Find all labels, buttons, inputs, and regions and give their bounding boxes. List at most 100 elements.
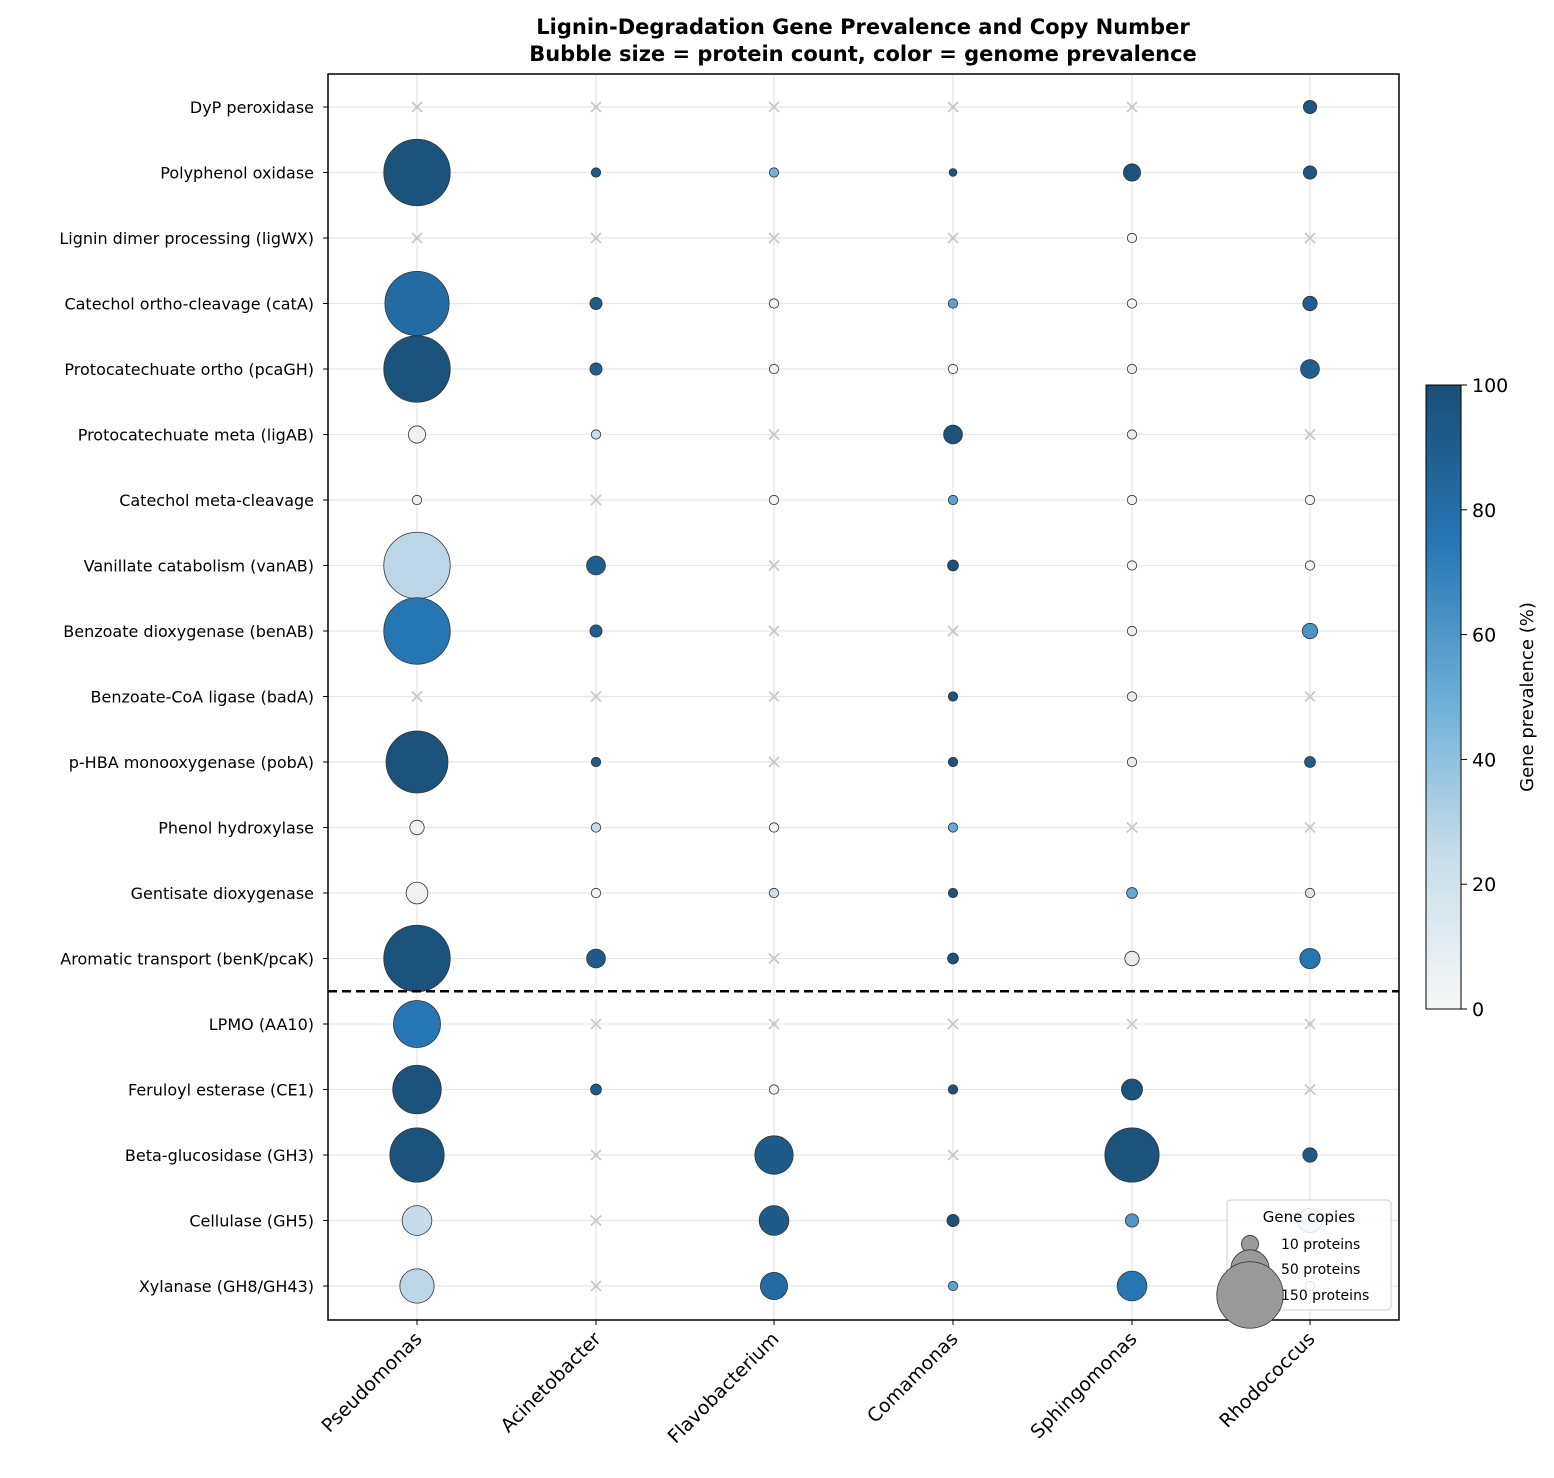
data-bubble: [1300, 359, 1320, 379]
colorbar-tick-label: 60: [1472, 625, 1496, 647]
data-markers: [383, 99, 1323, 1304]
absent-marker: [590, 1149, 602, 1161]
absent-marker: [1126, 821, 1138, 834]
absent-marker: [947, 1018, 959, 1030]
colorbar-tick-label: 0: [1472, 999, 1484, 1021]
data-bubble: [590, 429, 602, 440]
absent-marker: [1304, 1018, 1316, 1030]
data-bubble: [947, 756, 959, 768]
data-bubble: [1302, 1147, 1318, 1163]
absent-marker: [590, 494, 602, 506]
absent-marker: [590, 1214, 602, 1227]
y-tick-label: Xylanase (GH8/GH43): [139, 1277, 314, 1296]
data-bubble: [947, 691, 959, 702]
absent-marker: [947, 625, 959, 637]
absent-marker: [768, 1018, 780, 1030]
data-bubble: [1302, 165, 1318, 180]
data-bubble: [947, 1084, 959, 1095]
y-tick-label: Phenol hydroxylase: [158, 819, 314, 838]
data-bubble: [409, 819, 425, 836]
data-bubble: [1301, 622, 1319, 640]
data-bubble: [1121, 1078, 1143, 1101]
legend-title: Gene copies: [1263, 1208, 1356, 1226]
absent-marker: [590, 232, 602, 244]
data-bubble: [947, 952, 959, 965]
data-bubble: [947, 887, 959, 899]
absent-marker: [1304, 690, 1316, 703]
x-tick-label: Flavobacterium: [664, 1328, 784, 1448]
x-tick-label: Acinetobacter: [496, 1328, 605, 1437]
data-bubble: [384, 270, 450, 337]
absent-marker: [1304, 232, 1316, 244]
data-bubble: [947, 298, 959, 309]
data-bubble: [948, 168, 958, 177]
data-bubble: [589, 297, 603, 310]
colorbar: 0 20 40 60 80 100 Gene prevalence (%): [1425, 375, 1538, 1021]
data-bubble: [405, 881, 429, 905]
colorbar-tick-label: 80: [1472, 500, 1496, 522]
absent-marker: [1304, 1083, 1316, 1096]
data-bubble: [768, 298, 780, 309]
colorbar-gradient: [1425, 384, 1462, 1010]
data-bubble: [1126, 363, 1138, 375]
data-bubble: [1124, 950, 1140, 967]
legend-entry: 150 proteins: [1216, 1261, 1369, 1329]
data-bubble: [385, 730, 449, 794]
data-bubble: [943, 424, 963, 445]
absent-marker: [947, 232, 959, 244]
colorbar-ticks: 0 20 40 60 80 100: [1461, 375, 1508, 1021]
y-tick-label: Cellulase (GH5): [189, 1212, 314, 1231]
data-bubble: [1126, 298, 1138, 309]
data-bubble: [590, 822, 602, 833]
data-bubble: [1126, 560, 1138, 571]
data-bubble: [383, 531, 451, 600]
data-bubble: [408, 425, 426, 444]
legend-entry-label: 10 proteins: [1281, 1237, 1360, 1253]
data-bubble: [1126, 756, 1138, 768]
legend-entry-label: 50 proteins: [1281, 1262, 1360, 1278]
data-bubble: [589, 624, 603, 638]
absent-marker: [411, 232, 423, 244]
legend-entry-label: 150 proteins: [1281, 1288, 1369, 1304]
y-tick-label: p-HBA monooxygenase (pobA): [69, 753, 314, 772]
y-tick-label: Protocatechuate ortho (pcaGH): [64, 360, 314, 379]
x-axis: Pseudomonas Acinetobacter Flavobacterium Co…: [318, 1320, 1320, 1448]
data-bubble: [760, 1272, 788, 1300]
x-tick-label: Comamonas: [863, 1328, 963, 1428]
y-tick-label: Gentisate dioxygenase: [131, 884, 314, 903]
absent-marker: [411, 101, 423, 113]
data-bubble: [590, 887, 602, 899]
data-bubble: [399, 1268, 435, 1304]
colorbar-tick-label: 40: [1472, 749, 1496, 771]
data-bubble: [947, 559, 959, 572]
data-bubble: [1126, 429, 1138, 440]
absent-marker: [590, 1018, 602, 1030]
absent-marker: [768, 756, 780, 768]
data-bubble: [1116, 1270, 1148, 1302]
absent-marker: [768, 559, 780, 572]
y-tick-label: Lignin dimer processing (ligWX): [59, 229, 314, 248]
x-tick-label: Rhodococcus: [1215, 1328, 1319, 1432]
y-tick-label: Beta-glucosidase (GH3): [125, 1146, 314, 1165]
y-tick-label: Catechol meta-cleavage: [119, 491, 314, 510]
legend-bubble: [1216, 1261, 1284, 1329]
data-bubble: [383, 335, 451, 403]
absent-marker: [590, 690, 602, 703]
size-legend: Gene copies 10 proteins 50 proteins 150 pr…: [1216, 1199, 1392, 1329]
colorbar-tick-label: 100: [1472, 375, 1508, 397]
y-tick-label: Feruloyl esterase (CE1): [128, 1081, 314, 1100]
absent-marker: [768, 952, 780, 965]
absent-marker: [1304, 821, 1316, 834]
data-bubble: [1104, 1127, 1160, 1183]
absent-marker: [590, 101, 602, 113]
absent-marker: [1126, 101, 1138, 113]
y-tick-label: DyP peroxidase: [190, 98, 314, 117]
data-bubble: [768, 822, 780, 833]
data-bubble: [383, 597, 451, 665]
absent-marker: [947, 1149, 959, 1161]
data-bubble: [383, 924, 451, 993]
data-bubble: [1304, 560, 1316, 571]
data-bubble: [947, 363, 959, 375]
data-bubble: [947, 1280, 959, 1292]
